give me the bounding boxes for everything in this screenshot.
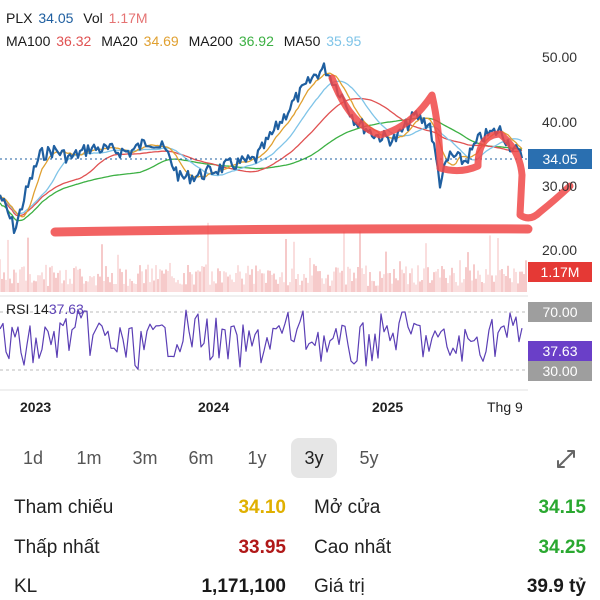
kl-label: KL (14, 576, 38, 597)
high-label: Cao nhất (314, 537, 392, 558)
rsi-value-inline: 37.63 (48, 301, 84, 317)
stat-reference: Tham chiếu 34.10 (14, 493, 286, 523)
tf-1y-button[interactable]: 1y (247, 448, 267, 468)
ma20-value: 34.69 (143, 33, 179, 49)
vol-label: Vol (83, 10, 103, 26)
price-line (0, 62, 524, 235)
rsi-label: RSI 1437.63 (6, 301, 84, 317)
ticker-label: PLX (6, 10, 33, 26)
x-label-2024: 2024 (198, 399, 230, 415)
vol-value: 1.17M (108, 10, 148, 26)
rsi-line (0, 308, 523, 370)
ma50-value: 35.95 (326, 33, 362, 49)
tf-3m-button[interactable]: 3m (132, 448, 158, 468)
y-tick-20: 20.00 (542, 242, 578, 258)
gt-value: 39.9 tỷ (526, 576, 586, 597)
kl-value: 1,171,100 (201, 576, 286, 597)
expand-icon[interactable] (553, 446, 579, 472)
ma200-value: 36.92 (238, 33, 274, 49)
stat-value-traded: Giá trị 39.9 tỷ (314, 572, 586, 600)
stat-volume: KL 1,171,100 (14, 572, 286, 600)
price-chart[interactable]: PLX 34.05 Vol 1.17M MA100 36.32 MA20 34.… (0, 0, 600, 420)
tf-5y-button[interactable]: 5y (359, 448, 379, 468)
annotation-support-line (50, 224, 533, 237)
open-value: 34.15 (538, 497, 586, 518)
tf-1d-button[interactable]: 1d (22, 448, 44, 468)
tf-1m-button[interactable]: 1m (76, 448, 102, 468)
x-label-month: Thg 9 (487, 399, 523, 415)
x-label-2025: 2025 (372, 399, 404, 415)
price-value: 34.05 (38, 10, 74, 26)
rsi-name: RSI 14 (6, 301, 49, 317)
volume-tag: 1.17M (528, 262, 592, 282)
legend-row-ma: MA100 36.32 MA20 34.69 MA200 36.92 MA50 … (6, 33, 363, 49)
low-value: 33.95 (238, 537, 286, 558)
rsi-lower-tag: 30.00 (528, 361, 592, 381)
x-label-2023: 2023 (20, 399, 52, 415)
rsi-upper-tag: 70.00 (528, 302, 592, 322)
ma100-label: MA100 (6, 33, 51, 49)
tf-6m-button[interactable]: 6m (188, 448, 214, 468)
ma20-label: MA20 (101, 33, 138, 49)
ref-value: 34.10 (238, 497, 286, 518)
open-label: Mở cửa (314, 497, 381, 518)
ma50-label: MA50 (283, 33, 321, 49)
y-tick-30: 30.00 (542, 178, 578, 194)
high-value: 34.25 (538, 537, 586, 558)
annotation-trend-path (328, 74, 574, 222)
ref-label: Tham chiếu (14, 497, 114, 518)
low-label: Thấp nhất (14, 537, 100, 558)
legend-row-price: PLX 34.05 Vol 1.17M (6, 10, 150, 26)
stat-open: Mở cửa 34.15 (314, 493, 586, 523)
chart-canvas (0, 62, 574, 391)
stat-low: Thấp nhất 33.95 (14, 533, 286, 563)
timeframe-selector: 1d 1m 3m 6m 1y 3y 5y (0, 438, 600, 478)
y-tick-50: 50.00 (542, 49, 578, 65)
rsi-value-tag: 37.63 (528, 341, 592, 361)
stat-high: Cao nhất 34.25 (314, 533, 586, 563)
gt-label: Giá trị (314, 576, 365, 597)
ma100-value: 36.32 (56, 33, 92, 49)
y-tick-40: 40.00 (542, 114, 578, 130)
ma200-label: MA200 (188, 33, 233, 49)
tf-3y-button[interactable]: 3y (291, 438, 337, 478)
current-price-tag: 34.05 (528, 149, 592, 169)
